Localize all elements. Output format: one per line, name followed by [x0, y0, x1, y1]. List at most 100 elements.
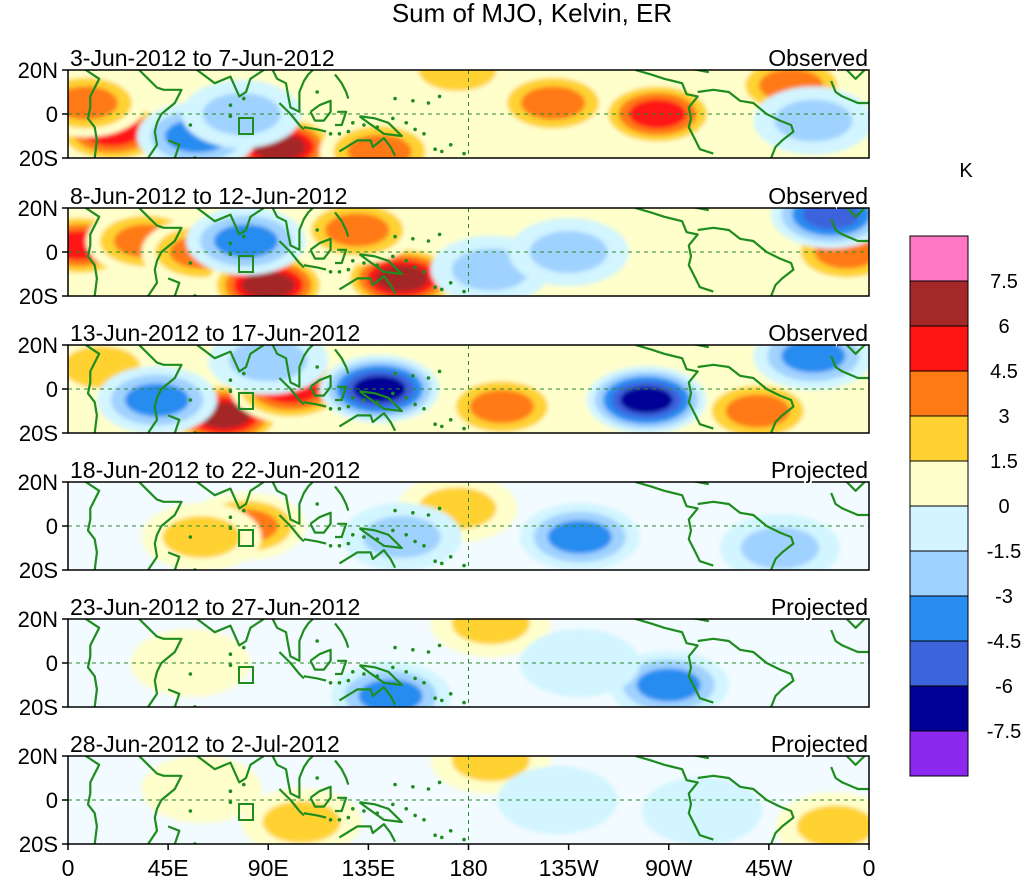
island — [413, 265, 417, 270]
island — [426, 376, 431, 380]
coastline — [138, 619, 183, 707]
island — [404, 807, 409, 811]
island — [462, 700, 466, 705]
island — [346, 541, 351, 546]
island — [413, 402, 417, 407]
island — [375, 125, 380, 129]
island — [351, 807, 355, 811]
anomaly-field — [141, 482, 840, 570]
island — [346, 404, 351, 409]
coastline — [196, 619, 265, 647]
coastline — [309, 99, 332, 122]
coastline — [635, 619, 714, 704]
island — [337, 270, 342, 274]
island — [393, 371, 397, 376]
coastline — [335, 796, 348, 813]
y-tick-label: 0 — [46, 514, 58, 539]
island — [241, 508, 246, 513]
y-tick-label: 20N — [18, 58, 58, 83]
island — [188, 398, 193, 402]
coastline — [309, 648, 332, 671]
coastline — [358, 527, 403, 550]
island — [228, 515, 233, 519]
island — [241, 645, 246, 650]
island — [328, 132, 333, 136]
coastline — [138, 345, 183, 433]
colorbar-swatch — [909, 280, 969, 327]
longitude-axis: 0 45E 90E 135E 180 135W 90W 45W 0 — [62, 844, 876, 881]
island — [437, 232, 442, 237]
island — [422, 681, 426, 685]
coastline — [846, 70, 866, 80]
coastline — [303, 675, 327, 682]
island — [404, 121, 409, 125]
coastline — [138, 208, 183, 296]
anomaly-contour — [636, 668, 701, 702]
x-tick-label: 0 — [863, 855, 876, 881]
y-tick-label: 0 — [46, 240, 58, 265]
island — [433, 422, 437, 427]
island — [328, 270, 333, 274]
anomaly-contour — [362, 516, 441, 558]
island — [422, 270, 426, 274]
colorbar-swatch — [909, 640, 969, 687]
anomaly-contour — [725, 394, 790, 428]
anomaly-field — [68, 345, 869, 433]
coastline — [138, 756, 183, 844]
y-tick-label: 20S — [19, 558, 58, 583]
y-tick-label: 20S — [19, 421, 58, 446]
coastline — [697, 363, 795, 433]
coastline — [697, 637, 795, 707]
island — [315, 639, 320, 643]
y-tick-label: 20S — [19, 695, 58, 720]
island — [426, 513, 431, 517]
y-tick-label: 20N — [18, 744, 58, 769]
anomaly-contour — [241, 271, 295, 296]
colorbar-swatch — [909, 685, 969, 732]
y-tick-label: 0 — [46, 102, 58, 127]
coastline — [196, 482, 265, 510]
coastline — [309, 785, 332, 808]
coastline — [635, 482, 714, 567]
coastline — [846, 345, 866, 355]
anomaly-contour — [802, 208, 860, 230]
x-tick-label: 45E — [148, 855, 189, 881]
island — [437, 780, 442, 785]
island — [411, 99, 415, 103]
island — [337, 681, 342, 685]
status-label: Projected — [771, 731, 868, 757]
status-label: Observed — [768, 183, 868, 209]
coastline — [846, 619, 866, 629]
coastlines — [85, 482, 869, 570]
coastlines — [85, 345, 869, 433]
coastline — [309, 237, 332, 260]
island — [391, 116, 395, 121]
anomaly-contour — [741, 527, 819, 569]
coastline — [271, 208, 314, 251]
coastline — [196, 70, 265, 98]
island — [351, 533, 355, 537]
coastline — [846, 208, 866, 218]
anomaly-contour — [68, 86, 118, 120]
coastline — [338, 823, 397, 843]
x-tick-label: 180 — [449, 855, 487, 881]
coastline — [167, 139, 181, 158]
island — [391, 528, 395, 533]
island — [315, 776, 320, 780]
coastlines — [85, 70, 869, 158]
colorbar-swatch — [909, 235, 969, 282]
anomaly-contour — [547, 520, 612, 554]
coastline — [830, 629, 869, 654]
coastline — [358, 115, 403, 138]
colorbar-swatch — [909, 370, 969, 417]
island — [413, 127, 417, 132]
coastline — [690, 70, 710, 74]
coastline — [830, 492, 869, 517]
figure-title: Sum of MJO, Kelvin, ER — [392, 0, 672, 28]
anomaly-contour — [162, 516, 241, 558]
reference-box — [238, 255, 254, 273]
island — [462, 426, 466, 431]
coastline — [338, 549, 397, 569]
island — [391, 665, 395, 670]
